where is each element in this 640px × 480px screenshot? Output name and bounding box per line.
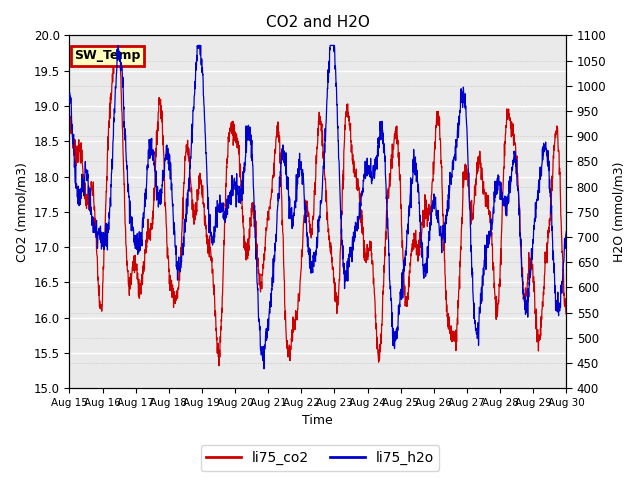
li75_h2o xyxy=(65,92,73,98)
Line: li75_h2o: li75_h2o xyxy=(69,46,566,369)
Y-axis label: H2O (mmol/m3): H2O (mmol/m3) xyxy=(612,162,625,262)
li75_co2 xyxy=(548,173,556,179)
li75_co2 xyxy=(111,47,119,52)
li75_co2 xyxy=(65,106,73,111)
Line: li75_co2: li75_co2 xyxy=(69,49,566,366)
li75_co2 xyxy=(215,363,223,369)
li75_h2o xyxy=(115,43,122,48)
li75_h2o xyxy=(260,366,268,372)
li75_h2o xyxy=(294,174,302,180)
li75_co2 xyxy=(548,185,556,191)
li75_co2 xyxy=(294,291,302,297)
li75_h2o xyxy=(563,228,570,234)
li75_h2o xyxy=(548,223,556,229)
li75_co2 xyxy=(91,207,99,213)
li75_co2 xyxy=(458,234,465,240)
li75_h2o xyxy=(458,86,465,92)
li75_h2o xyxy=(548,233,556,239)
Y-axis label: CO2 (mmol/m3): CO2 (mmol/m3) xyxy=(15,162,28,262)
li75_co2 xyxy=(308,226,316,232)
li75_co2 xyxy=(563,312,570,317)
li75_h2o xyxy=(308,263,316,269)
li75_h2o xyxy=(91,228,99,234)
Legend: li75_co2, li75_h2o: li75_co2, li75_h2o xyxy=(200,445,440,471)
Text: SW_Temp: SW_Temp xyxy=(74,49,141,62)
Title: CO2 and H2O: CO2 and H2O xyxy=(266,15,370,30)
X-axis label: Time: Time xyxy=(303,414,333,427)
